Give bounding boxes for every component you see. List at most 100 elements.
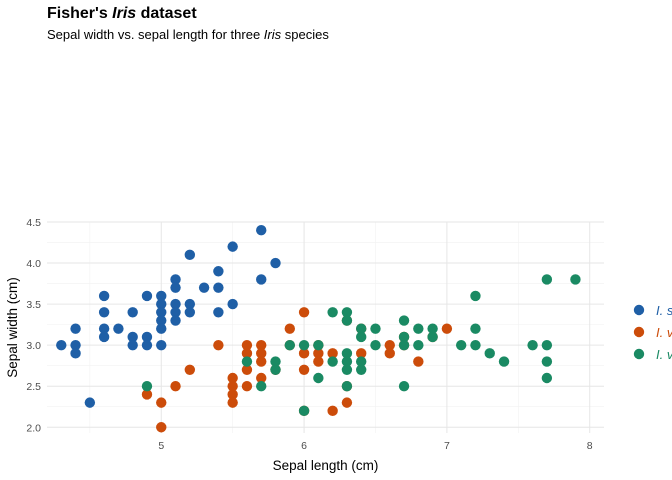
data-point-series-1 [184, 307, 196, 318]
data-point-series-1 [213, 282, 224, 293]
data-point-series-3 [470, 290, 481, 302]
data-point-series-3 [284, 339, 295, 351]
x-axis-title: Sepal length (cm) [273, 458, 379, 473]
data-point-series-1 [141, 290, 153, 302]
data-point-series-3 [455, 339, 467, 351]
data-point-series-1 [84, 397, 96, 408]
subtitle-text-start: Sepal width vs. sepal length for three [47, 27, 264, 42]
data-point-series-3 [341, 315, 353, 326]
data-point-series-3 [527, 339, 538, 351]
data-point-series-1 [227, 298, 238, 310]
data-point-series-1 [98, 307, 110, 318]
data-point-series-1 [156, 323, 167, 334]
data-point-series-3 [241, 356, 253, 367]
data-point-series-1 [198, 282, 210, 293]
data-point-series-1 [170, 307, 181, 318]
data-point-series-1 [184, 298, 196, 310]
data-point-series-2 [256, 356, 267, 367]
data-point-series-2 [298, 348, 310, 359]
x-tick-label: 7 [444, 440, 450, 452]
legend-key-series-3 [633, 348, 645, 360]
data-point-series-2 [156, 422, 167, 433]
data-point-series-1 [270, 257, 281, 269]
data-point-series-2 [327, 405, 338, 417]
data-point-series-2 [341, 397, 353, 408]
data-point-series-2 [241, 339, 253, 351]
data-point-series-1 [156, 315, 167, 326]
y-tick-label: 2.0 [26, 422, 41, 434]
data-point-series-3 [313, 339, 324, 351]
data-point-series-3 [398, 315, 410, 326]
data-point-series-1 [256, 225, 267, 236]
data-point-series-2 [384, 348, 395, 359]
data-point-series-3 [256, 381, 267, 392]
data-point-series-3 [341, 381, 353, 392]
data-point-series-3 [484, 348, 495, 359]
data-point-series-3 [356, 331, 367, 343]
data-point-series-2 [298, 364, 310, 375]
data-point-series-1 [156, 307, 167, 318]
data-point-series-2 [284, 323, 295, 334]
data-point-series-3 [470, 339, 481, 351]
data-point-series-1 [141, 331, 153, 343]
data-point-series-3 [413, 323, 424, 334]
x-tick-label: 5 [158, 440, 164, 452]
data-point-series-3 [427, 331, 438, 343]
legend-key-series-1 [633, 304, 645, 316]
data-point-series-3 [541, 274, 553, 285]
data-point-series-1 [70, 348, 81, 359]
data-point-series-3 [270, 356, 281, 367]
data-point-series-3 [356, 323, 367, 334]
data-point-series-1 [70, 323, 81, 334]
y-tick-label: 3.0 [26, 340, 41, 352]
data-point-series-2 [213, 339, 224, 351]
data-point-series-2 [441, 323, 453, 334]
data-point-series-3 [370, 339, 381, 351]
data-point-series-3 [498, 356, 510, 367]
data-point-series-1 [56, 339, 67, 351]
chart-title: Fisher's Iris dataset [47, 5, 197, 23]
data-point-series-3 [298, 405, 310, 417]
legend-label-series-2: I. v [656, 325, 672, 340]
axis-ticks: 5 6 7 8 2.0 2.5 3.0 3.5 4.0 4.5 [26, 217, 592, 452]
grid-lines [47, 221, 604, 433]
y-tick-label: 4.5 [26, 217, 41, 229]
data-point-series-1 [141, 339, 153, 351]
x-tick-label: 8 [587, 440, 593, 452]
y-tick-label: 3.5 [26, 299, 41, 311]
data-point-series-1 [184, 249, 196, 261]
x-tick-label: 6 [301, 440, 307, 452]
data-point-series-3 [270, 364, 281, 375]
data-point-series-2 [170, 381, 181, 392]
data-point-series-1 [256, 274, 267, 285]
y-tick-label: 2.5 [26, 381, 41, 393]
data-point-series-3 [356, 356, 367, 367]
data-point-series-3 [327, 356, 338, 367]
data-point-series-3 [398, 331, 410, 343]
data-point-series-2 [356, 348, 367, 359]
data-point-series-2 [227, 389, 238, 400]
data-point-series-1 [127, 307, 138, 318]
data-point-series-1 [156, 298, 167, 310]
title-text-end: dataset [136, 5, 197, 22]
data-point-series-1 [127, 339, 138, 351]
data-point-series-3 [341, 364, 353, 375]
data-point-series-2 [141, 389, 153, 400]
data-point-series-3 [327, 307, 338, 318]
data-point-series-1 [70, 339, 81, 351]
data-point-series-1 [170, 298, 181, 310]
data-point-series-3 [298, 339, 310, 351]
legend-label-series-3: I. v [656, 347, 672, 362]
data-point-series-1 [170, 282, 181, 293]
data-point-series-3 [470, 323, 481, 334]
data-point-series-3 [370, 323, 381, 334]
data-point-series-3 [341, 307, 353, 318]
data-point-series-3 [356, 364, 367, 375]
data-point-series-1 [98, 290, 110, 302]
data-point-series-3 [141, 381, 153, 392]
data-point-series-2 [227, 372, 238, 384]
legend: I. s I. v I. v [633, 303, 672, 362]
data-point-series-2 [413, 356, 424, 367]
title-text-italic: Iris [112, 5, 137, 22]
